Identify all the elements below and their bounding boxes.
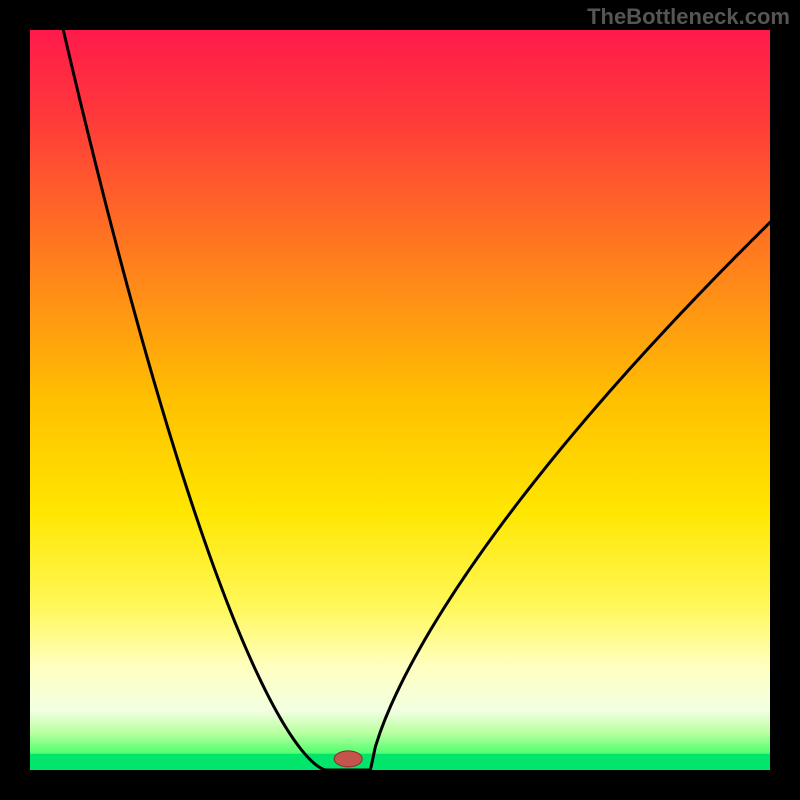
chart-svg xyxy=(0,0,800,800)
plot-background xyxy=(30,30,770,770)
optimal-marker xyxy=(334,751,362,767)
watermark-text: TheBottleneck.com xyxy=(587,4,790,30)
chart-container: TheBottleneck.com xyxy=(0,0,800,800)
bottom-green-band xyxy=(30,754,770,770)
